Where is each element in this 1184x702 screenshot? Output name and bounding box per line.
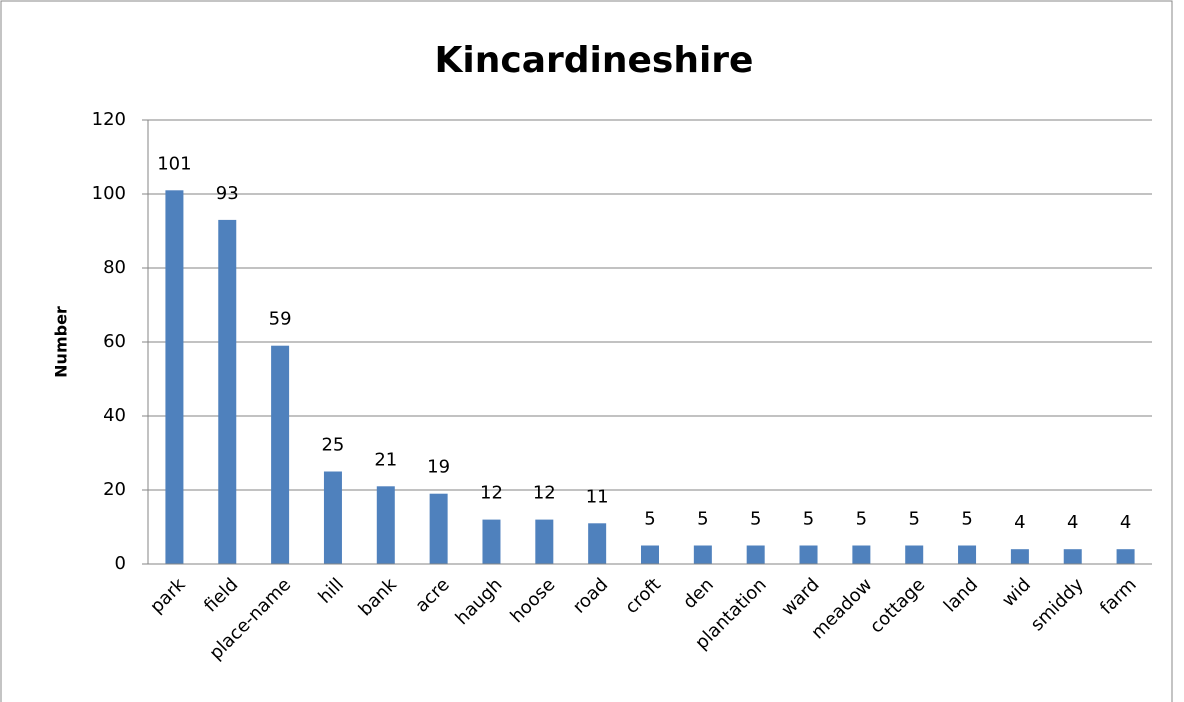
bar bbox=[905, 545, 924, 564]
data-label: 11 bbox=[586, 486, 609, 507]
data-label: 5 bbox=[856, 509, 867, 530]
y-axis-label: Number bbox=[52, 306, 71, 378]
data-label: 5 bbox=[908, 509, 919, 530]
data-label: 5 bbox=[644, 509, 655, 530]
data-label: 4 bbox=[1120, 512, 1131, 533]
bar bbox=[376, 486, 395, 564]
bar bbox=[693, 545, 712, 564]
y-tick-label: 100 bbox=[92, 183, 126, 204]
bar bbox=[271, 345, 290, 564]
data-label: 5 bbox=[697, 509, 708, 530]
data-label: 12 bbox=[533, 483, 556, 504]
bar bbox=[429, 493, 448, 564]
bar bbox=[482, 519, 501, 564]
y-tick-label: 120 bbox=[92, 109, 126, 130]
data-label: 4 bbox=[1067, 512, 1078, 533]
bar bbox=[1116, 549, 1135, 564]
data-label: 21 bbox=[374, 449, 397, 470]
chart-title: Kincardineshire bbox=[435, 40, 754, 81]
data-label: 59 bbox=[269, 309, 292, 330]
bar bbox=[799, 545, 818, 564]
data-label: 25 bbox=[321, 435, 344, 456]
data-label: 101 bbox=[157, 153, 191, 174]
bar bbox=[165, 190, 184, 565]
data-label: 5 bbox=[803, 509, 814, 530]
data-label: 4 bbox=[1014, 512, 1025, 533]
bar bbox=[323, 471, 342, 564]
bar bbox=[218, 219, 237, 564]
bar bbox=[641, 545, 659, 564]
bar bbox=[1063, 549, 1082, 564]
data-label: 93 bbox=[216, 183, 239, 204]
bar bbox=[588, 523, 607, 564]
bar bbox=[746, 545, 765, 564]
y-tick-label: 60 bbox=[103, 331, 126, 352]
y-tick-label: 40 bbox=[103, 405, 126, 426]
bar bbox=[958, 545, 977, 564]
data-label: 12 bbox=[480, 483, 503, 504]
y-tick-label: 20 bbox=[103, 479, 126, 500]
data-label: 5 bbox=[961, 509, 972, 530]
y-tick-label: 80 bbox=[103, 257, 126, 278]
data-label: 19 bbox=[427, 457, 450, 478]
bar bbox=[535, 519, 554, 564]
y-tick-label: 0 bbox=[115, 553, 126, 574]
data-label: 5 bbox=[750, 509, 761, 530]
bar bbox=[1010, 549, 1029, 564]
bar bbox=[852, 545, 871, 564]
